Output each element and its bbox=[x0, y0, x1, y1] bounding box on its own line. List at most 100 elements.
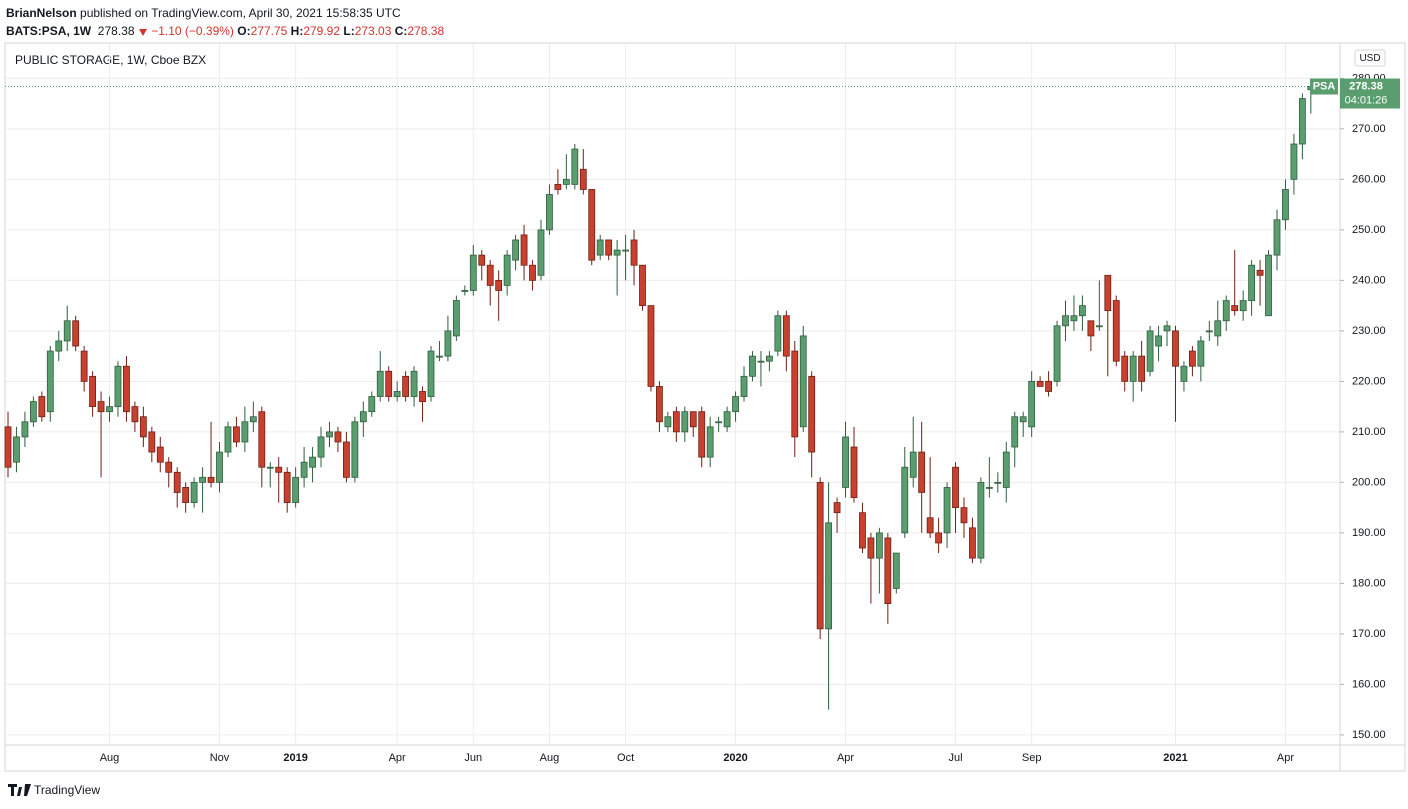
x-tick-label: Oct bbox=[617, 752, 634, 764]
candle-body bbox=[29, 401, 37, 423]
candle-body bbox=[317, 436, 325, 458]
candle-body bbox=[1155, 335, 1162, 347]
candle-body bbox=[469, 254, 477, 291]
candle-body bbox=[199, 476, 206, 483]
candle-body bbox=[114, 365, 122, 408]
candle-body bbox=[1282, 189, 1289, 221]
candle-body bbox=[266, 466, 274, 469]
candle-body bbox=[512, 239, 519, 261]
candle-body bbox=[300, 461, 308, 478]
candle-body bbox=[1019, 416, 1027, 423]
candle-body bbox=[275, 466, 283, 473]
y-tick-label: 180.00 bbox=[1352, 577, 1386, 589]
candle-body bbox=[901, 466, 909, 534]
x-tick-label: 2019 bbox=[283, 752, 307, 764]
candle-body bbox=[969, 527, 976, 559]
y-tick-label: 150.00 bbox=[1352, 729, 1386, 741]
candle-body bbox=[503, 254, 511, 286]
change: −1.10 (−0.39%) bbox=[151, 24, 234, 38]
candle-body bbox=[156, 446, 164, 463]
candle-body bbox=[436, 355, 443, 358]
countdown: 04:01:26 bbox=[1345, 94, 1388, 106]
candle-body bbox=[943, 487, 951, 534]
y-tick-label: 200.00 bbox=[1352, 476, 1386, 488]
candle-body bbox=[165, 461, 173, 473]
x-tick-label: 2020 bbox=[723, 752, 747, 764]
x-tick-label: Jun bbox=[464, 752, 482, 764]
candle-body bbox=[368, 396, 376, 413]
candle-body bbox=[190, 481, 198, 503]
candle-body bbox=[1028, 380, 1036, 428]
x-tick-label: Apr bbox=[389, 752, 406, 764]
candle-body bbox=[258, 411, 266, 468]
candle-body bbox=[224, 426, 232, 453]
candle-body bbox=[1036, 380, 1044, 387]
candle-body bbox=[1129, 355, 1137, 382]
grid bbox=[5, 43, 1340, 745]
candle-body bbox=[909, 451, 917, 478]
symbol-tag-label: PSA bbox=[1313, 80, 1336, 92]
x-tick-label: Aug bbox=[100, 752, 120, 764]
candle-body bbox=[554, 184, 562, 190]
symbol: BATS:PSA, 1W bbox=[6, 24, 92, 38]
candle-body bbox=[1298, 98, 1306, 145]
x-tick-label: Jul bbox=[948, 752, 962, 764]
candle-body bbox=[791, 350, 799, 438]
candle-body bbox=[1197, 340, 1205, 367]
candle-body bbox=[732, 396, 739, 413]
candle-body bbox=[376, 370, 384, 397]
chart-title: PUBLIC STORAGE, 1W, Cboe BZX bbox=[15, 53, 206, 67]
currency: USD bbox=[1359, 53, 1380, 64]
currency-box bbox=[1354, 49, 1386, 67]
candle-body bbox=[715, 421, 723, 424]
candle-body bbox=[1070, 315, 1078, 322]
candle-body bbox=[63, 320, 71, 342]
x-tick-label: Nov bbox=[210, 752, 230, 764]
footer-logo bbox=[8, 784, 31, 796]
candle-body bbox=[13, 436, 20, 463]
candle-body bbox=[207, 476, 215, 483]
candle-body bbox=[875, 532, 883, 559]
candle-body bbox=[495, 279, 503, 291]
y-tick-label: 190.00 bbox=[1352, 527, 1386, 539]
candle-body bbox=[1256, 269, 1264, 276]
x-tick-label: Sep bbox=[1022, 752, 1042, 764]
candle-body bbox=[89, 375, 96, 408]
candle-body bbox=[1138, 355, 1146, 382]
candle-body bbox=[393, 391, 401, 397]
candle-body bbox=[639, 264, 646, 307]
y-tick-label: 250.00 bbox=[1352, 224, 1386, 236]
candle-body bbox=[1112, 300, 1120, 362]
x-tick-label: Aug bbox=[540, 752, 560, 764]
candle-body bbox=[664, 416, 672, 428]
candle-body bbox=[444, 330, 452, 357]
candle-body bbox=[867, 537, 875, 559]
chart-frame bbox=[4, 42, 1406, 772]
candle-body bbox=[740, 375, 748, 397]
candle-body bbox=[139, 416, 147, 438]
candle-body bbox=[410, 370, 418, 397]
y-tick-label: 170.00 bbox=[1352, 628, 1386, 640]
candle-body bbox=[859, 512, 866, 549]
candle-body bbox=[774, 315, 782, 352]
candle-body bbox=[131, 406, 139, 423]
candle-body bbox=[1104, 274, 1112, 312]
candle-body bbox=[766, 355, 773, 362]
author: BrianNelson bbox=[6, 6, 77, 20]
candle-body bbox=[1180, 365, 1188, 382]
candle-body bbox=[55, 340, 63, 352]
candle-body bbox=[850, 446, 858, 498]
candle-body bbox=[562, 178, 570, 185]
candle-body bbox=[808, 375, 816, 453]
candle-body bbox=[529, 264, 536, 281]
price-tag bbox=[1340, 78, 1400, 109]
candle-body bbox=[1248, 264, 1256, 301]
candle-body bbox=[385, 370, 393, 397]
candle-body bbox=[698, 411, 706, 458]
low-value: 273.03 bbox=[354, 24, 392, 38]
candle-body bbox=[546, 194, 553, 231]
candle-body bbox=[884, 537, 892, 604]
publish-line: BrianNelson published on TradingView.com… bbox=[6, 4, 444, 22]
